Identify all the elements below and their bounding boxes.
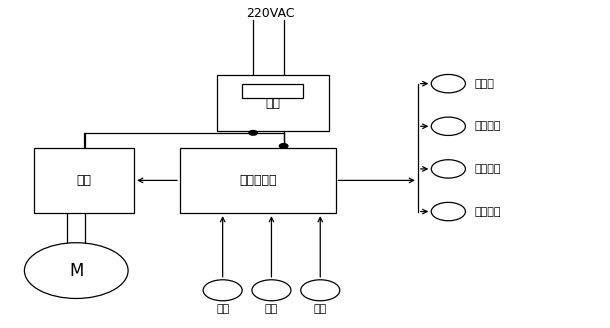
Circle shape <box>203 280 242 301</box>
Text: 电流输出: 电流输出 <box>475 121 501 131</box>
Text: 模块: 模块 <box>76 174 92 187</box>
Circle shape <box>301 280 340 301</box>
Circle shape <box>252 280 291 301</box>
Circle shape <box>431 117 465 135</box>
Circle shape <box>431 74 465 93</box>
Circle shape <box>24 243 128 298</box>
Text: 测速: 测速 <box>216 304 229 314</box>
Bar <box>180 148 336 213</box>
Text: 开关: 开关 <box>265 97 281 110</box>
Circle shape <box>431 160 465 178</box>
Bar <box>217 75 329 131</box>
Circle shape <box>249 131 257 135</box>
Text: M: M <box>69 262 84 279</box>
Text: 220VAC: 220VAC <box>246 7 294 20</box>
Text: 限位: 限位 <box>314 304 327 314</box>
Text: 报　警: 报 警 <box>475 79 495 89</box>
Text: 智能控制板: 智能控制板 <box>239 174 276 187</box>
Circle shape <box>431 202 465 221</box>
Bar <box>243 84 304 98</box>
Text: 料位显示: 料位显示 <box>475 164 501 174</box>
Text: 重锤: 重锤 <box>265 304 278 314</box>
Bar <box>34 148 134 213</box>
Circle shape <box>279 144 288 148</box>
Text: 重锤显示: 重锤显示 <box>475 207 501 216</box>
